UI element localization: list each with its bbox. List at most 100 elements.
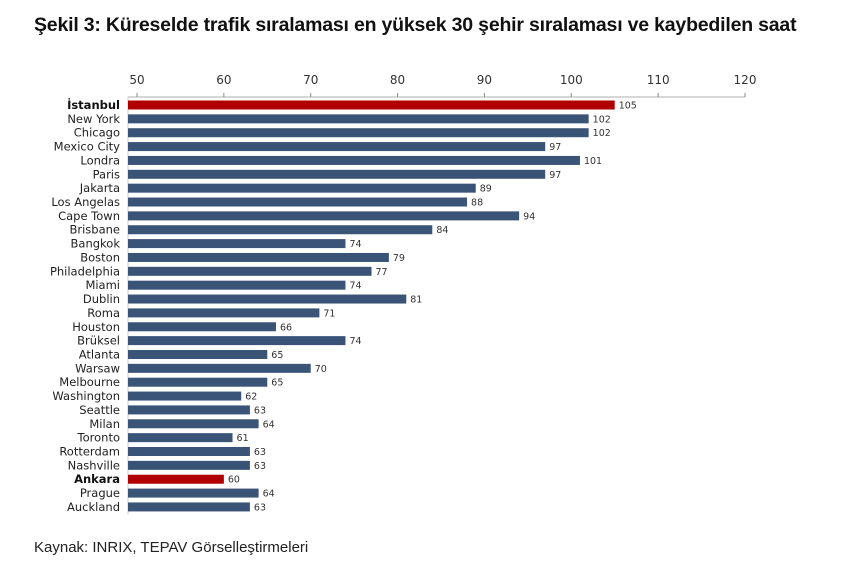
bar [128,266,372,276]
bar [128,322,276,332]
x-tick-label: 80 [390,73,405,87]
bar [128,294,407,304]
category-label: Jakarta [79,181,120,195]
data-label: 63 [254,405,266,416]
bar [128,391,242,401]
data-label: 84 [436,225,448,236]
bar [128,239,346,249]
bar [128,363,311,373]
category-label: Nashville [68,458,120,472]
category-label: Ankara [74,472,120,486]
category-label: Warsaw [75,361,120,375]
category-label: Mexico City [54,140,121,154]
bar [128,502,250,512]
bar [128,377,268,387]
category-label: Rotterdam [59,445,120,459]
data-label: 102 [593,114,611,125]
category-label: Melbourne [59,375,120,389]
category-label: İstanbul [67,97,120,112]
bar [128,114,589,124]
source-note: Kaynak: INRIX, TEPAV Görselleştirmeleri [34,539,309,556]
x-tick-label: 60 [216,73,231,87]
category-label: Roma [87,306,120,320]
category-label: Chicago [74,126,120,140]
x-tick-label: 120 [734,73,757,87]
data-label: 64 [263,489,275,500]
x-tick-label: 100 [560,73,583,87]
category-label: Atlanta [79,347,120,361]
data-label: 65 [271,378,283,389]
category-label: Seattle [79,403,120,417]
chart-title: Şekil 3: Küreselde trafik sıralaması en … [34,14,797,36]
data-label: 65 [271,350,283,361]
bar [128,128,589,138]
category-label: Brisbane [69,223,120,237]
category-label: Milan [89,417,120,431]
category-label: Cape Town [58,209,120,223]
bar [128,405,250,415]
data-label: 97 [549,142,561,153]
category-label: Washington [52,389,120,403]
data-label: 64 [263,419,275,430]
bar [128,169,546,179]
category-label: Dublin [83,292,120,306]
bar [128,183,476,193]
category-label: Prague [80,486,120,500]
category-label: Houston [72,320,120,334]
bar [128,433,233,443]
bar [128,280,346,290]
bar [128,349,268,359]
data-label: 70 [315,364,327,375]
x-tick-label: 110 [647,73,670,87]
bar [128,225,433,235]
data-label: 63 [254,447,266,458]
data-label: 89 [480,184,492,195]
data-label: 71 [323,308,335,319]
data-label: 79 [393,253,405,264]
bar [128,336,346,346]
category-label: New York [67,112,120,126]
category-label: Boston [80,250,120,264]
bar [128,308,320,318]
data-label: 102 [593,128,611,139]
data-label: 77 [376,267,388,278]
category-label: Bangkok [71,237,121,251]
data-label: 74 [349,281,361,292]
bar [128,197,468,207]
category-label: Toronto [77,431,120,445]
data-label: 63 [254,461,266,472]
bar [128,447,250,456]
bars: İstanbul 105 New York 102 Chicago 102 Mexico C… [50,97,637,514]
category-label: Philadelphia [50,264,120,278]
data-label: 60 [228,475,240,486]
x-axis: 50 60 70 80 90 100 110 120 [127,73,757,515]
category-label: Brüksel [77,334,120,348]
bar [128,460,250,470]
bar [128,155,580,165]
category-label: Los Angelas [51,195,120,209]
data-label: 62 [245,392,257,403]
data-label: 74 [349,336,361,347]
data-label: 74 [349,239,361,250]
data-label: 101 [584,156,602,167]
x-tick-label: 50 [129,73,144,87]
bar [128,252,389,262]
data-label: 94 [523,211,535,222]
bar [128,211,520,221]
bar [128,100,615,110]
data-label: 63 [254,502,266,513]
data-label: 88 [471,198,483,209]
x-tick-label: 70 [303,73,318,87]
bar [128,488,259,498]
data-label: 97 [549,170,561,181]
category-label: Paris [93,167,120,181]
data-label: 105 [619,101,637,112]
bar [128,474,224,484]
data-label: 61 [237,433,249,444]
category-label: Auckland [67,500,120,514]
category-label: Londra [80,153,120,167]
data-label: 81 [410,295,422,306]
bar [128,142,546,152]
category-label: Miami [85,278,120,292]
